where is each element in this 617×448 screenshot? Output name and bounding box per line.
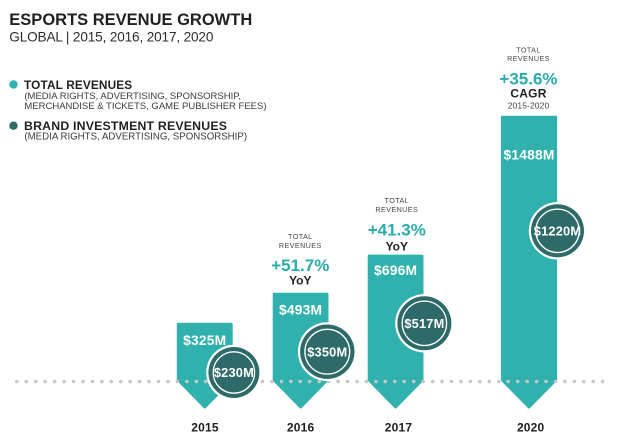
svg-text:$696M: $696M <box>374 263 417 278</box>
svg-text:MERCHANDISE & TICKETS, GAME PU: MERCHANDISE & TICKETS, GAME PUBLISHER FE… <box>24 101 266 112</box>
svg-text:REVENUES: REVENUES <box>279 241 322 250</box>
svg-text:$230M: $230M <box>214 365 254 380</box>
svg-text:REVENUES: REVENUES <box>375 205 418 214</box>
svg-text:2017: 2017 <box>385 421 413 435</box>
svg-text:$493M: $493M <box>279 303 322 318</box>
svg-text:$1220M: $1220M <box>534 223 581 238</box>
svg-text:$1488M: $1488M <box>503 147 554 162</box>
svg-text:YoY: YoY <box>289 274 311 288</box>
svg-text:CAGR: CAGR <box>510 87 546 101</box>
svg-text:TOTAL: TOTAL <box>288 232 313 241</box>
svg-text:2020: 2020 <box>517 421 545 435</box>
svg-text:TOTAL REVENUES: TOTAL REVENUES <box>24 78 132 92</box>
svg-text:2015: 2015 <box>191 421 219 435</box>
svg-text:$325M: $325M <box>183 333 226 348</box>
svg-text:GLOBAL | 2015, 2016, 2017, 202: GLOBAL | 2015, 2016, 2017, 2020 <box>9 30 214 45</box>
svg-text:+35.6%: +35.6% <box>499 69 557 88</box>
svg-text:TOTAL: TOTAL <box>516 46 541 55</box>
svg-text:ESPORTS REVENUE GROWTH: ESPORTS REVENUE GROWTH <box>9 11 252 29</box>
svg-text:YoY: YoY <box>386 239 408 253</box>
svg-text:$517M: $517M <box>404 316 444 331</box>
svg-text:TOTAL: TOTAL <box>385 196 410 205</box>
svg-text:+51.7%: +51.7% <box>271 256 329 275</box>
svg-text:(MEDIA RIGHTS, ADVERTISING, SP: (MEDIA RIGHTS, ADVERTISING, SPONSORSHIP) <box>24 132 247 143</box>
svg-text:REVENUES: REVENUES <box>507 54 550 63</box>
svg-text:BRAND INVESTMENT REVENUES: BRAND INVESTMENT REVENUES <box>24 119 227 133</box>
svg-text:(MEDIA RIGHTS, ADVERTISING, SP: (MEDIA RIGHTS, ADVERTISING, SPONSORSHIP, <box>24 91 241 102</box>
svg-text:+41.3%: +41.3% <box>368 221 426 240</box>
svg-text:$350M: $350M <box>307 344 347 359</box>
svg-text:2016: 2016 <box>287 421 315 435</box>
svg-text:2015-2020: 2015-2020 <box>508 101 550 111</box>
